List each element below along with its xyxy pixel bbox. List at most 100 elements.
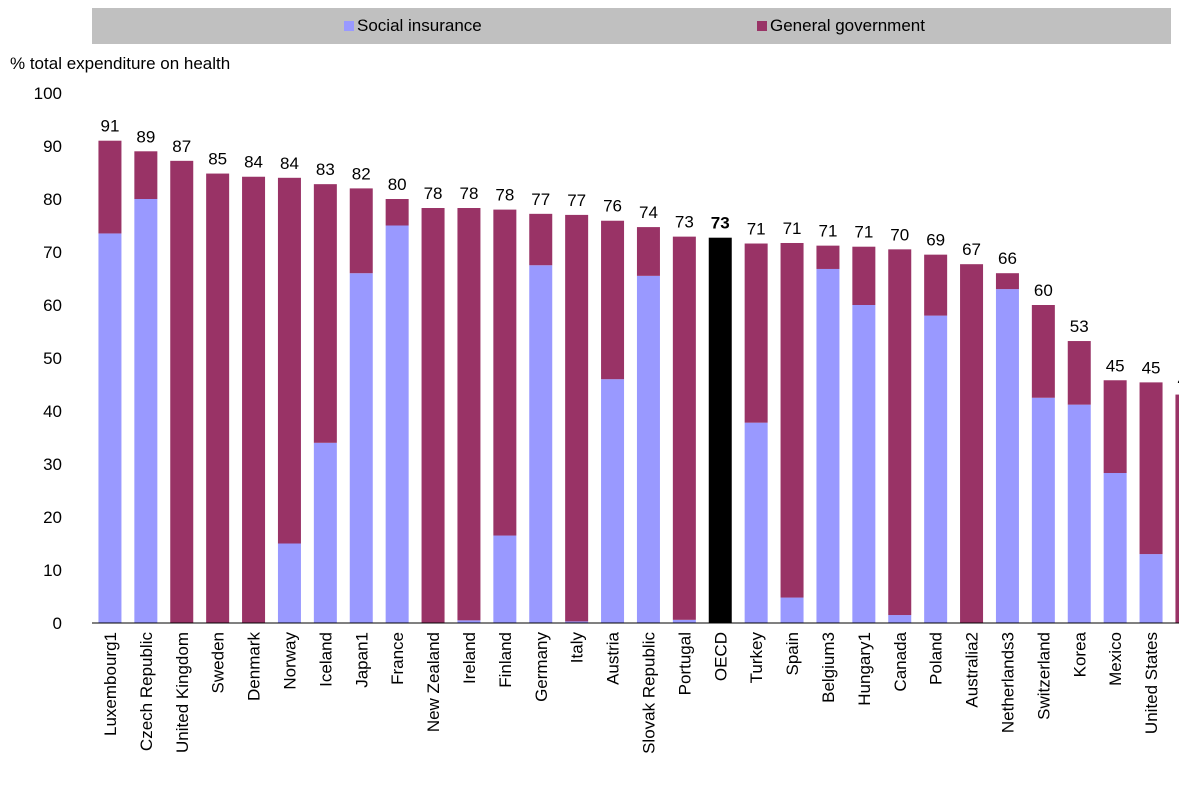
x-tick-label: New Zealand [424,632,443,732]
bar-general-government [995,273,1019,290]
data-label: 78 [459,184,478,203]
data-label: 80 [388,175,407,194]
x-tick-label: United States [1142,632,1161,734]
y-tick-label: 0 [53,614,62,633]
bar-general-government [421,208,445,623]
bar-social-insurance [601,379,625,623]
x-tick-label: Spain [783,632,802,675]
bar-general-government [1139,382,1163,555]
x-tick-label: Austria [604,631,623,684]
x-tick-label: Luxembourg1 [101,632,120,736]
bar-social-insurance [349,273,373,623]
bar-social-insurance [1031,397,1055,623]
bar-general-government [565,214,589,622]
bar-general-government [601,220,625,380]
bar-general-government [852,246,876,305]
legend-swatch-social-insurance [344,21,354,31]
y-tick-label: 40 [43,402,62,421]
bar-general-government [672,236,696,620]
x-tick-label: Netherlands3 [998,632,1017,733]
bar-general-government [349,188,373,274]
bar-social-insurance [780,597,804,623]
legend-label-social-insurance: Social insurance [357,16,482,35]
bar-social-insurance [385,225,409,623]
x-tick-label: Poland [927,632,946,685]
y-tick-label: 20 [43,508,62,527]
data-label: 43 [1177,371,1179,390]
y-tick-label: 70 [43,243,62,262]
x-tick-label: Mexico [1106,632,1125,686]
x-tick-label: Canada [891,631,910,691]
bar-general-government [1031,305,1055,398]
bar-social-insurance [493,535,517,623]
bar-general-government [134,151,158,199]
y-tick-label: 90 [43,137,62,156]
bar-general-government [529,213,553,266]
x-tick-label: Norway [280,632,299,690]
data-label: 74 [639,203,658,222]
x-tick-label: OECD [711,632,730,681]
bar-social-insurance [1067,404,1091,623]
y-tick-label: 100 [34,84,62,103]
bar-oecd-average [708,237,732,623]
x-tick-label: Greece [1178,632,1179,688]
y-tick-label: 80 [43,190,62,209]
bar-social-insurance [995,289,1019,623]
bar-general-government [242,176,266,624]
data-label: 76 [603,197,622,216]
x-tick-label: Italy [568,632,587,664]
data-label: 53 [1070,317,1089,336]
data-label: 69 [926,231,945,250]
y-tick-label: 60 [43,296,62,315]
x-tick-label: Denmark [245,632,264,701]
data-label: 67 [962,240,981,259]
bar-general-government [1067,341,1091,405]
x-tick-label: Turkey [747,632,766,684]
data-label: 45 [1106,356,1125,375]
bar-general-government [816,245,840,269]
data-label: 60 [1034,281,1053,300]
legend-swatch-general-government [757,21,767,31]
data-label: 84 [280,154,299,173]
bar-general-government [1103,380,1127,474]
data-label: 89 [136,127,155,146]
data-label: 45 [1142,358,1161,377]
bar-general-government [924,254,948,316]
bar-social-insurance [636,275,660,623]
bar-social-insurance [565,621,589,623]
bar-social-insurance [1103,473,1127,623]
bar-general-government [636,227,660,276]
bar-social-insurance [529,265,553,623]
data-label: 71 [818,222,837,241]
bar-social-insurance [924,315,948,623]
data-label: 77 [567,191,586,210]
bar-general-government [960,264,984,623]
x-tick-label: Slovak Republic [639,632,658,754]
data-label: 87 [172,137,191,156]
bar-general-government [206,173,230,623]
x-tick-label: Iceland [316,632,335,687]
x-tick-label: Belgium3 [819,632,838,703]
data-label: 71 [747,220,766,239]
data-label: 77 [531,190,550,209]
x-tick-label: Korea [1070,631,1089,677]
bar-social-insurance [277,543,301,623]
data-label: 82 [352,164,371,183]
bar-social-insurance [98,233,122,623]
data-label: 78 [495,186,514,205]
y-tick-label: 50 [43,349,62,368]
x-tick-label: Switzerland [1034,632,1053,720]
data-label: 66 [998,249,1017,268]
x-tick-label: Japan1 [352,632,371,688]
data-label: 84 [244,153,263,172]
bar-social-insurance [1139,554,1163,623]
y-tick-label: 10 [43,561,62,580]
bar-social-insurance [816,268,840,623]
x-tick-label: Czech Republic [137,632,156,752]
bar-general-government [98,140,122,234]
bar-social-insurance [888,615,912,623]
data-label: 91 [100,117,119,136]
x-tick-label: Australia2 [963,632,982,708]
legend: Social insurance General government [92,8,1171,44]
